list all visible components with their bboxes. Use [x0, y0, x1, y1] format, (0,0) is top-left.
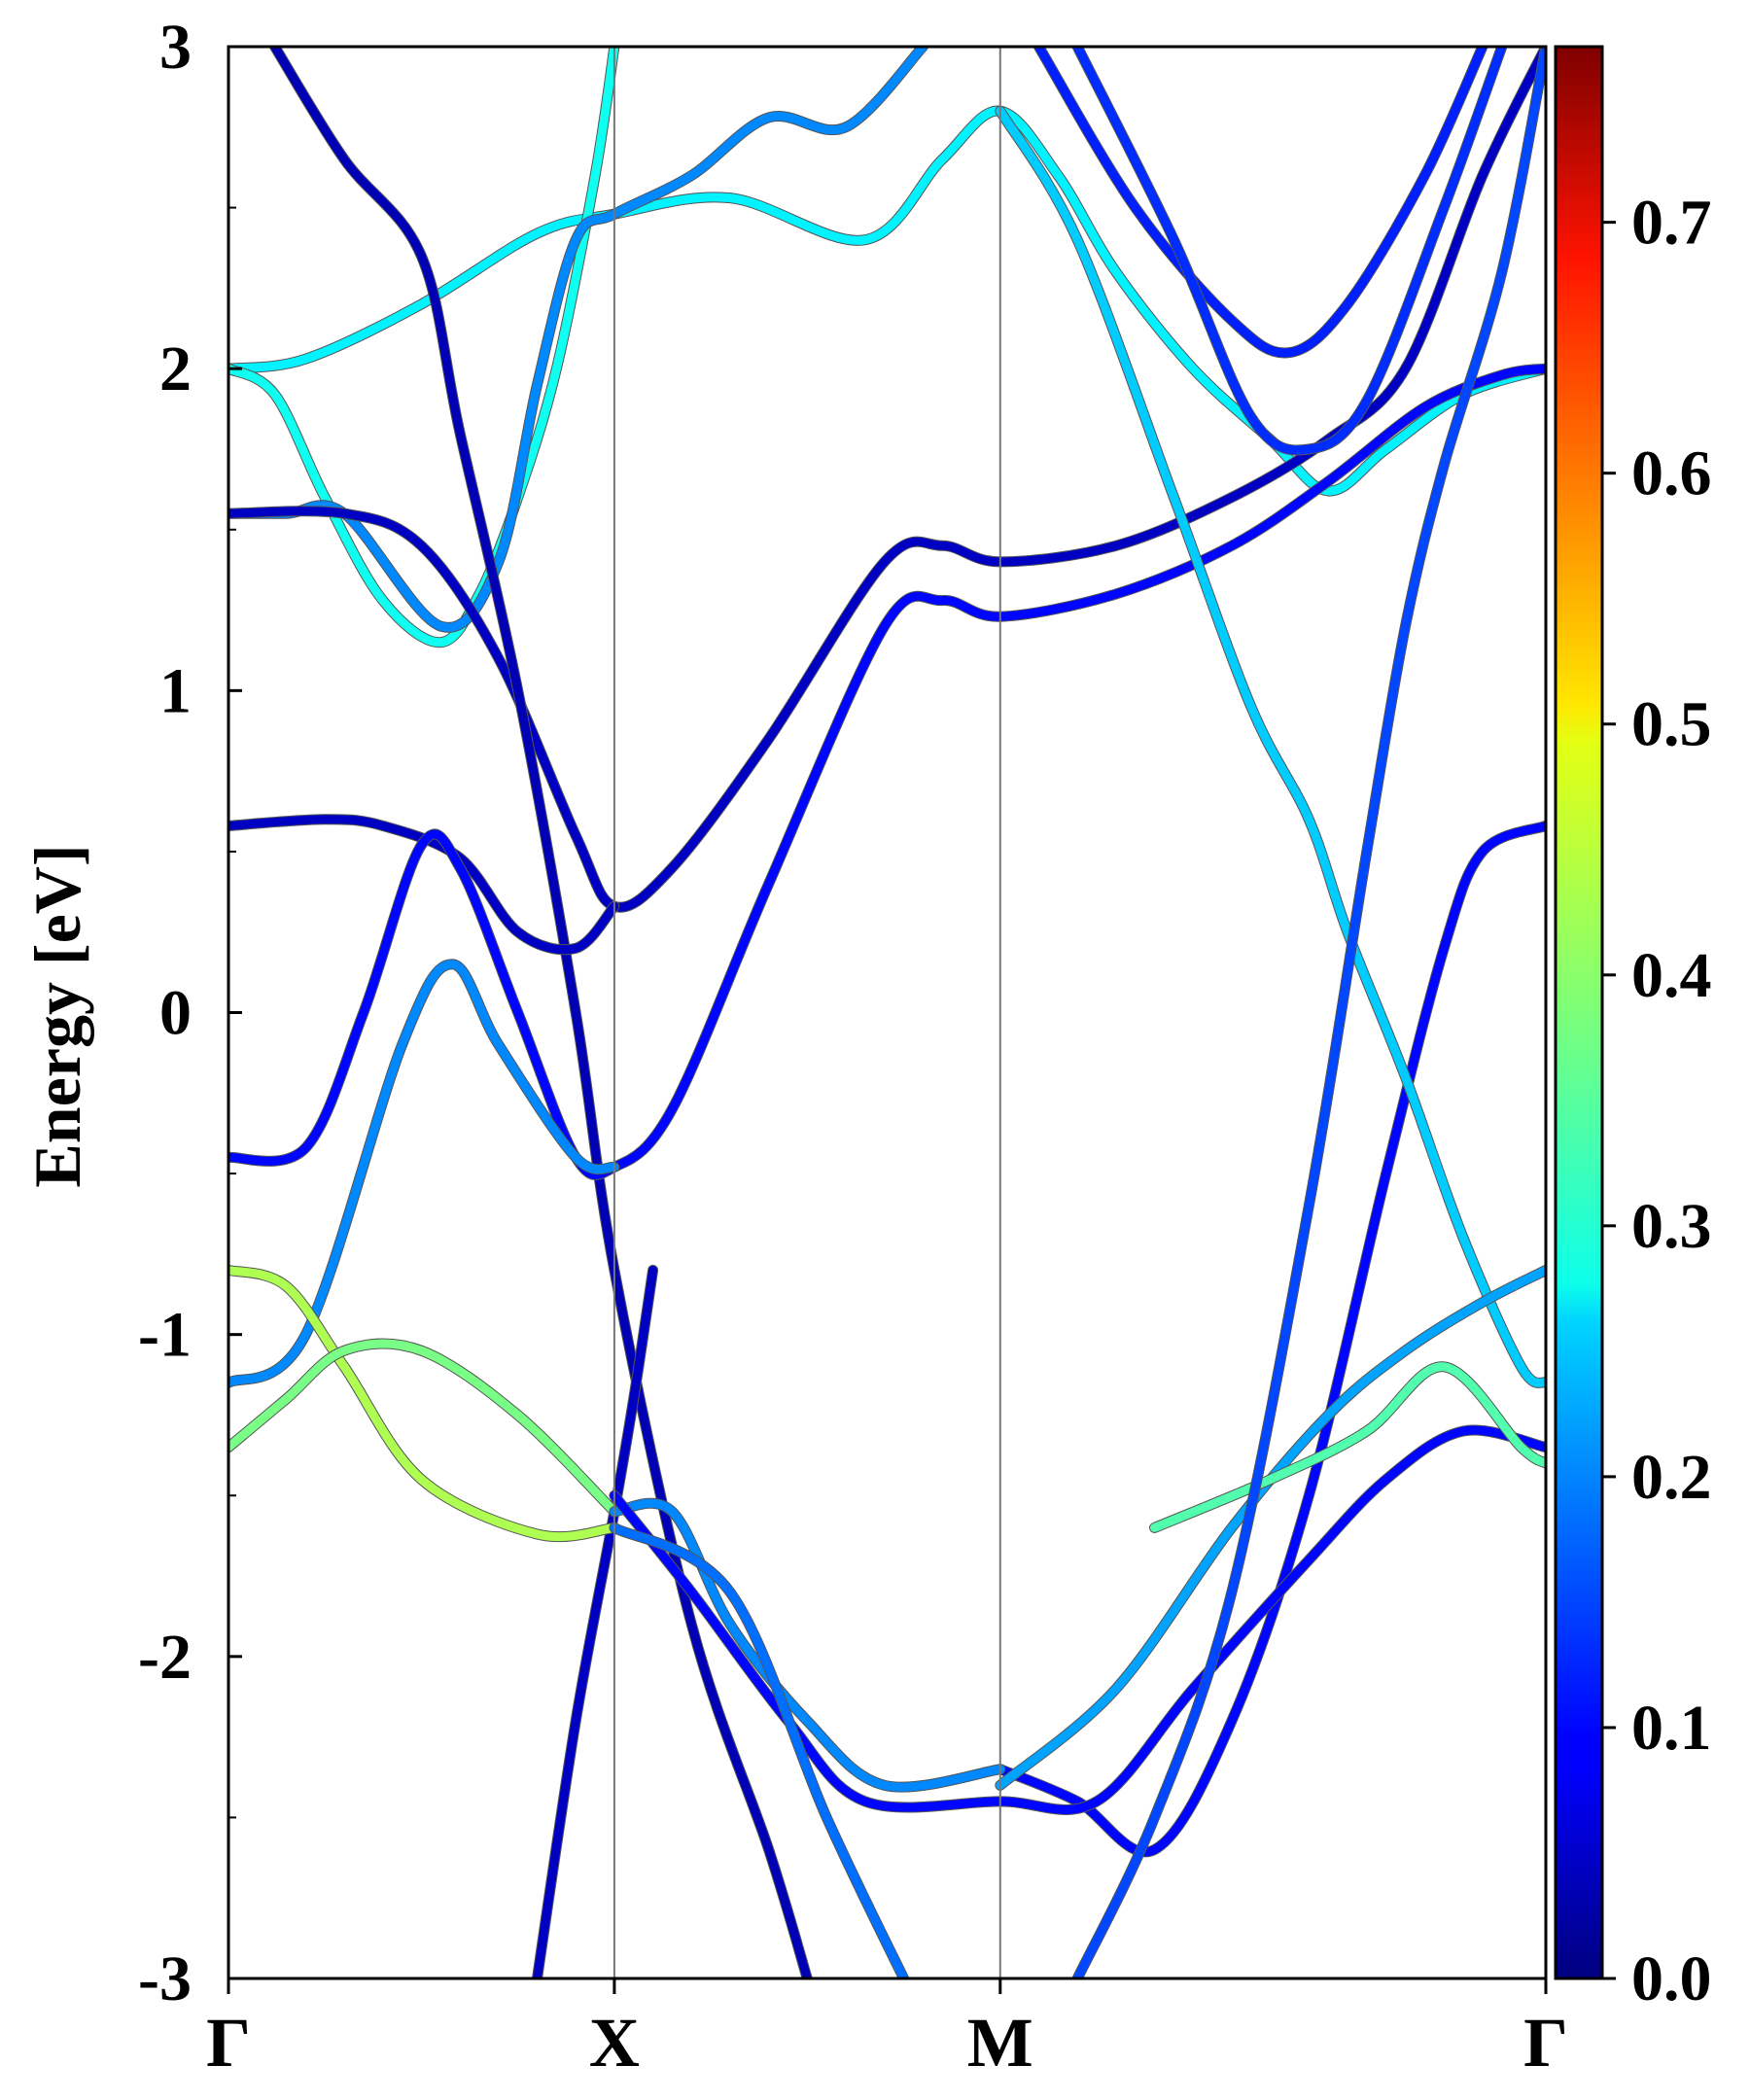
colorbar-tick-label: 0.3: [1631, 1191, 1712, 1262]
band-outline: [609, 1522, 910, 1978]
y-tick-label: 1: [159, 655, 192, 726]
colorbar-tick-label: 0.0: [1631, 1943, 1712, 2014]
band-line-8: [228, 960, 619, 1387]
band-line-9: [533, 1265, 658, 1978]
band-line-1: [228, 106, 1546, 496]
colorbar-tick-label: 0.2: [1631, 1442, 1712, 1513]
colorbar-tick-label: 0.4: [1631, 940, 1712, 1011]
colorbar: 0.7 0.6 0.5 0.4 0.3 0.2 0.1 0.0: [1554, 45, 1712, 2014]
band-line-15: [610, 1425, 1546, 1814]
y-tick-label: -1: [138, 1300, 192, 1371]
band-line-18: [610, 1522, 909, 1978]
colorbar-gradient: [1554, 45, 1604, 1980]
y-axis-title: Energy [eV]: [20, 844, 94, 1187]
colorbar-tick-label: 0.7: [1631, 188, 1712, 259]
colorbar-tick-label: 0.5: [1631, 689, 1712, 760]
band-line-7: [228, 364, 1546, 1179]
y-tick-label: -3: [138, 1943, 192, 2014]
band-outline: [228, 959, 620, 1388]
band-lines: [228, 47, 1546, 1978]
band-line-17: [1150, 1362, 1546, 1532]
y-axis: 3 2 1 0 -1 -2 -3: [138, 12, 242, 2014]
band-line-4: [228, 47, 1546, 912]
x-tick-label: M: [967, 2004, 1033, 2082]
y-tick-label: 3: [159, 12, 192, 83]
y-tick-label: 2: [159, 333, 192, 404]
x-tick-label: X: [589, 2004, 640, 2082]
band-outline: [995, 820, 1546, 1858]
colorbar-tick-label: 0.1: [1631, 1693, 1712, 1764]
band-line-13: [228, 1339, 619, 1517]
band-line-5: [270, 47, 812, 1978]
band-line-11: [996, 106, 1546, 1387]
high-symmetry-lines: [612, 47, 1001, 1978]
band-line-16: [996, 1265, 1546, 1790]
band-outline: [995, 1264, 1546, 1791]
band-line-21: [1072, 47, 1507, 455]
x-tick-label: Γ: [206, 2004, 251, 2082]
y-tick-label: 0: [159, 978, 192, 1049]
plot-frame: [227, 45, 1548, 1980]
band-line-20: [1034, 47, 1488, 358]
band-outline: [609, 1424, 1546, 1815]
y-tick-label: -2: [138, 1622, 192, 1693]
band-line-12: [228, 1265, 619, 1542]
band-line-10: [996, 821, 1546, 1857]
band-line-3: [228, 47, 928, 632]
colorbar-tick-label: 0.6: [1631, 438, 1712, 509]
band-line-19: [1072, 47, 1546, 1978]
band-outline: [1071, 47, 1508, 456]
x-tick-label: Γ: [1523, 2004, 1568, 2082]
